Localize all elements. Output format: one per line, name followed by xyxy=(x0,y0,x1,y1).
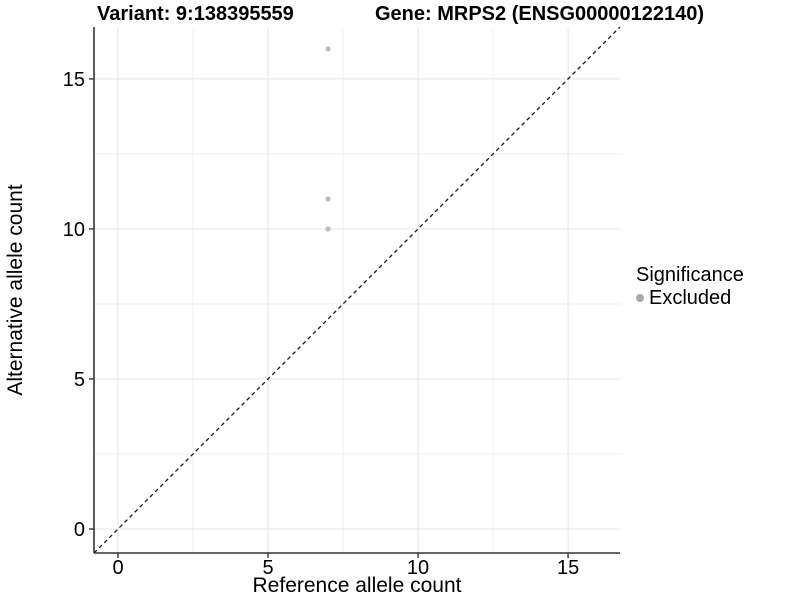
legend-title: Significance xyxy=(636,264,744,286)
legend-item-excluded: Excluded xyxy=(636,287,744,309)
data-point xyxy=(325,226,331,232)
x-tick-label: 10 xyxy=(407,557,429,579)
x-axis-title: Reference allele count xyxy=(253,574,462,597)
legend-item-label: Excluded xyxy=(649,287,732,309)
x-tick-label: 5 xyxy=(262,557,273,579)
legend-point-icon xyxy=(636,294,644,302)
x-tick-label: 15 xyxy=(557,557,579,579)
variant-title: Variant: 9:138395559 xyxy=(97,3,294,25)
gene-title: Gene: MRPS2 (ENSG00000122140) xyxy=(375,3,705,25)
data-point xyxy=(325,46,331,52)
y-tick-label: 15 xyxy=(63,69,85,91)
y-axis-title: Alternative allele count xyxy=(4,184,27,395)
y-tick-label: 10 xyxy=(63,219,85,241)
plot-panel: 0 5 10 15 0 5 10 15 xyxy=(63,26,621,579)
legend: Significance Excluded xyxy=(636,264,744,309)
y-tick-label: 5 xyxy=(74,369,85,391)
data-point xyxy=(325,196,331,202)
y-tick-label: 0 xyxy=(74,519,85,541)
identity-line xyxy=(93,26,621,554)
x-tick-label: 0 xyxy=(112,557,123,579)
